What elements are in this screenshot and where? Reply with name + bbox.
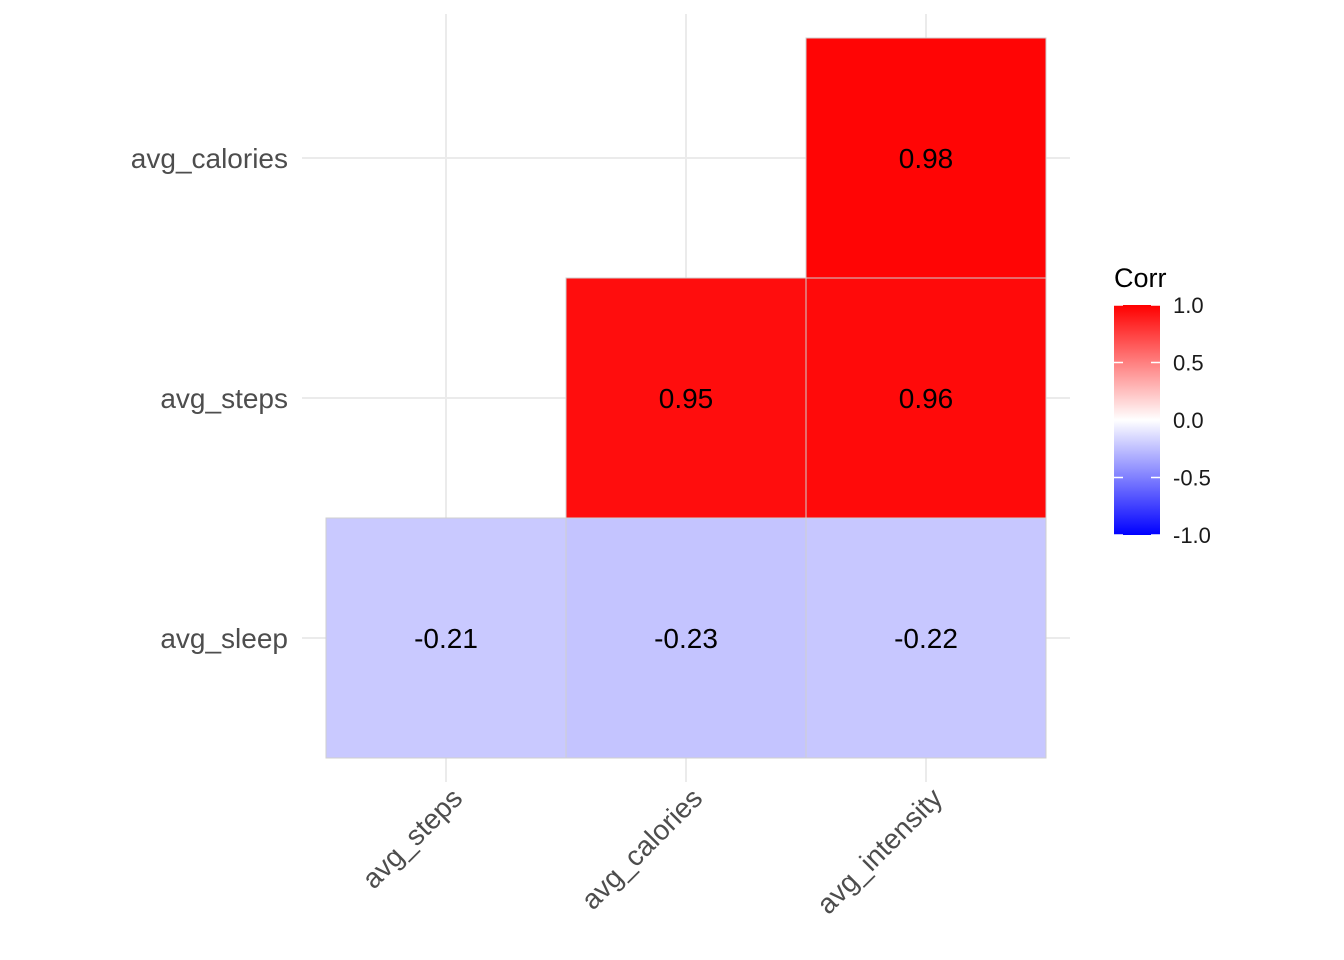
- legend-tick-label: -1.0: [1173, 523, 1211, 548]
- legend-tick-label: -0.5: [1173, 466, 1211, 491]
- x-tick-label-avg_steps: avg_steps: [356, 782, 468, 894]
- legend-ticks: 1.0 0.5 0.0 -0.5 -1.0: [1114, 293, 1211, 548]
- cell-label-avg_calories-avg_sleep: -0.23: [654, 623, 718, 654]
- heatmap-cells: -0.21 -0.23 -0.22 0.95 0.96 0.98: [325, 37, 1047, 759]
- x-tick-label-avg_intensity: avg_intensity: [811, 782, 948, 919]
- y-tick-label-avg_calories: avg_calories: [131, 143, 288, 174]
- heatmap-cell-avg_calories-avg_steps: [565, 277, 807, 519]
- cell-label-avg_steps-avg_sleep: -0.21: [414, 623, 478, 654]
- y-tick-label-avg_sleep: avg_sleep: [160, 623, 288, 654]
- y-tick-label-avg_steps: avg_steps: [160, 383, 288, 414]
- legend-title: Corr: [1114, 263, 1167, 293]
- heatmap-cell-avg_intensity-avg_calories: [805, 37, 1047, 279]
- legend: Corr 1.0 0.5 0.0 -0.5 -1.0: [1114, 263, 1211, 548]
- x-axis: avg_steps avg_calories avg_intensity: [356, 782, 948, 919]
- cell-label-avg_calories-avg_steps: 0.95: [659, 383, 714, 414]
- legend-tick-label: 1.0: [1173, 293, 1204, 318]
- x-tick-label-avg_calories: avg_calories: [575, 782, 708, 915]
- cell-label-avg_intensity-avg_calories: 0.98: [899, 143, 954, 174]
- y-axis: avg_sleep avg_steps avg_calories: [131, 143, 288, 654]
- legend-tick-label: 0.0: [1173, 408, 1204, 433]
- heatmap-cell-avg_intensity-avg_steps: [805, 277, 1047, 519]
- cell-label-avg_intensity-avg_steps: 0.96: [899, 383, 954, 414]
- cell-label-avg_intensity-avg_sleep: -0.22: [894, 623, 958, 654]
- heatmap-cell-avg_intensity-avg_sleep: [805, 517, 1047, 759]
- legend-tick-label: 0.5: [1173, 351, 1204, 376]
- heatmap-cell-avg_steps-avg_sleep: [325, 517, 567, 759]
